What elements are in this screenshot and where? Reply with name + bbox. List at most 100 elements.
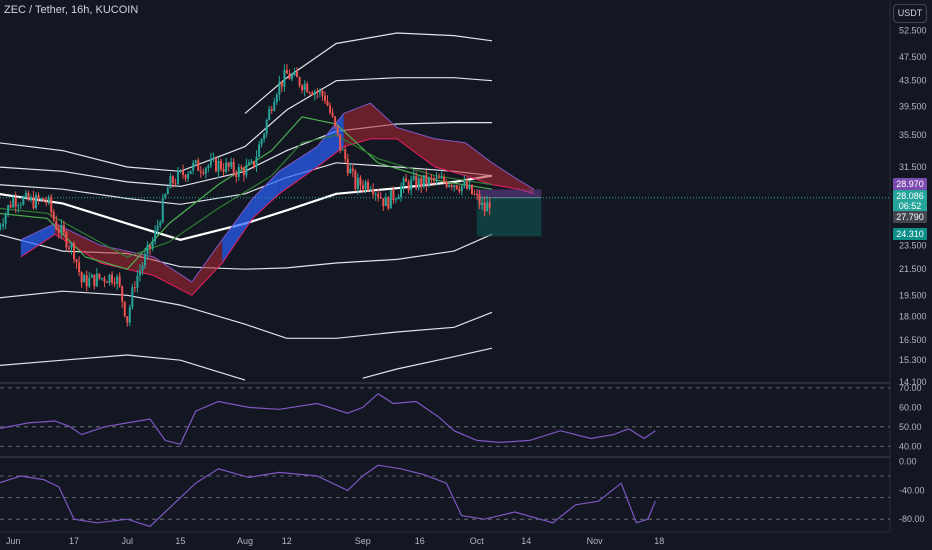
candle-body-157 — [394, 199, 397, 201]
osc2-tick-1: -40.00 — [899, 485, 925, 495]
candle-body-53 — [131, 287, 134, 308]
candle-body-13 — [29, 196, 32, 201]
candle-body-48 — [118, 276, 121, 287]
candle-body-129 — [323, 95, 326, 102]
candle-body-102 — [255, 156, 258, 167]
candle-body-92 — [230, 161, 233, 167]
candle-body-38 — [93, 274, 96, 287]
candle-body-4 — [7, 205, 10, 214]
axes: 70.00 60.00 50.00 40.00 0.00 -40.00 -80.00 52.5… — [6, 25, 927, 546]
candle-body-67 — [166, 188, 169, 195]
candle-body-139 — [349, 168, 352, 174]
osc1-tick-2: 50.00 — [899, 422, 922, 432]
candle-body-89 — [222, 169, 225, 172]
price-tick-11: 15.300 — [899, 355, 927, 365]
candle-body-77 — [192, 163, 195, 171]
price-tag-0: 28.970 — [896, 179, 924, 189]
candle-body-22 — [52, 211, 55, 221]
candle-body-11 — [24, 192, 27, 198]
cloud-lead-b — [20, 138, 534, 296]
candle-body-56 — [138, 270, 141, 276]
candle-body-134 — [336, 125, 339, 135]
cloud-segment-3 — [153, 257, 192, 296]
candle-body-176 — [443, 176, 446, 182]
osc2-tick-0: 0.00 — [899, 457, 917, 467]
price-tick-6: 23.500 — [899, 240, 927, 250]
candle-body-154 — [387, 197, 390, 209]
cloud-segment-15 — [518, 180, 534, 194]
candle-body-158 — [397, 197, 400, 200]
candle-body-156 — [392, 190, 395, 200]
candle-body-98 — [245, 164, 248, 176]
candle-body-61 — [151, 241, 154, 249]
price-tag-4: 24.310 — [896, 229, 924, 239]
candle-body-115 — [288, 73, 291, 80]
candle-body-51 — [126, 316, 129, 323]
candle-body-37 — [90, 274, 93, 278]
candle-body-19 — [45, 201, 48, 203]
candle-body-174 — [438, 177, 441, 179]
candle-body-151 — [379, 197, 382, 199]
price-tick-8: 19.500 — [899, 290, 927, 300]
symbol-title[interactable]: ZEC / Tether, 16h, KUCOIN — [4, 4, 139, 16]
candle-body-125 — [313, 91, 316, 95]
candle-body-40 — [98, 273, 101, 279]
time-tick-10: Nov — [587, 536, 604, 546]
candle-body-44 — [108, 274, 111, 283]
candle-body-118 — [296, 71, 299, 78]
candle-body-180 — [453, 185, 456, 187]
candle-body-119 — [298, 77, 301, 86]
candle-body-33 — [80, 272, 83, 283]
candle-body-114 — [285, 69, 288, 74]
candle-body-18 — [42, 198, 45, 202]
candle-body-103 — [258, 144, 261, 157]
candle-body-24 — [57, 229, 60, 233]
candle-body-79 — [197, 160, 200, 171]
candle-body-73 — [182, 170, 185, 175]
price-tag-2: 06:52 — [899, 201, 922, 211]
currency-button[interactable]: USDT — [893, 4, 927, 23]
candle-body-7 — [14, 197, 17, 207]
cloud-segment-13 — [465, 142, 492, 185]
candle-body-59 — [146, 245, 149, 254]
candle-body-161 — [405, 178, 408, 182]
candle-body-65 — [161, 198, 164, 223]
candle-body-145 — [364, 181, 367, 190]
candle-body-2 — [2, 223, 5, 226]
candle-body-149 — [374, 193, 377, 195]
candle-body-152 — [382, 198, 385, 207]
candle-body-120 — [301, 85, 304, 91]
candle-body-181 — [455, 185, 458, 189]
time-tick-6: Sep — [355, 536, 371, 546]
osc2-tick-2: -80.00 — [899, 514, 925, 524]
price-tag-bg-3 — [893, 211, 927, 223]
price-tag-bg-1 — [893, 190, 927, 202]
price-tick-1: 47.500 — [899, 52, 927, 62]
time-tick-11: 18 — [654, 536, 664, 546]
candle-body-74 — [184, 174, 187, 179]
candle-body-58 — [144, 253, 147, 266]
candle-body-193 — [486, 202, 489, 212]
candle-body-189 — [476, 194, 479, 196]
candle-body-163 — [410, 179, 413, 191]
candle-body-169 — [425, 175, 428, 185]
candle-body-26 — [62, 225, 65, 233]
candle-body-162 — [407, 181, 410, 191]
candle-body-41 — [100, 277, 103, 279]
candle-body-155 — [389, 190, 392, 209]
candle-body-126 — [316, 91, 319, 93]
basis-line — [0, 174, 493, 241]
candle-body-166 — [417, 178, 420, 189]
candle-body-173 — [435, 177, 438, 181]
time-tick-1: 17 — [69, 536, 79, 546]
candle-body-132 — [331, 112, 334, 117]
candle-body-64 — [159, 222, 162, 226]
candle-body-95 — [237, 167, 240, 178]
candle-body-194 — [488, 202, 491, 208]
price-tag-bg-4 — [893, 228, 927, 240]
candle-body-78 — [194, 160, 197, 164]
price-tag-bg-2 — [893, 200, 927, 212]
candle-body-94 — [235, 172, 238, 178]
candle-body-110 — [275, 94, 278, 103]
